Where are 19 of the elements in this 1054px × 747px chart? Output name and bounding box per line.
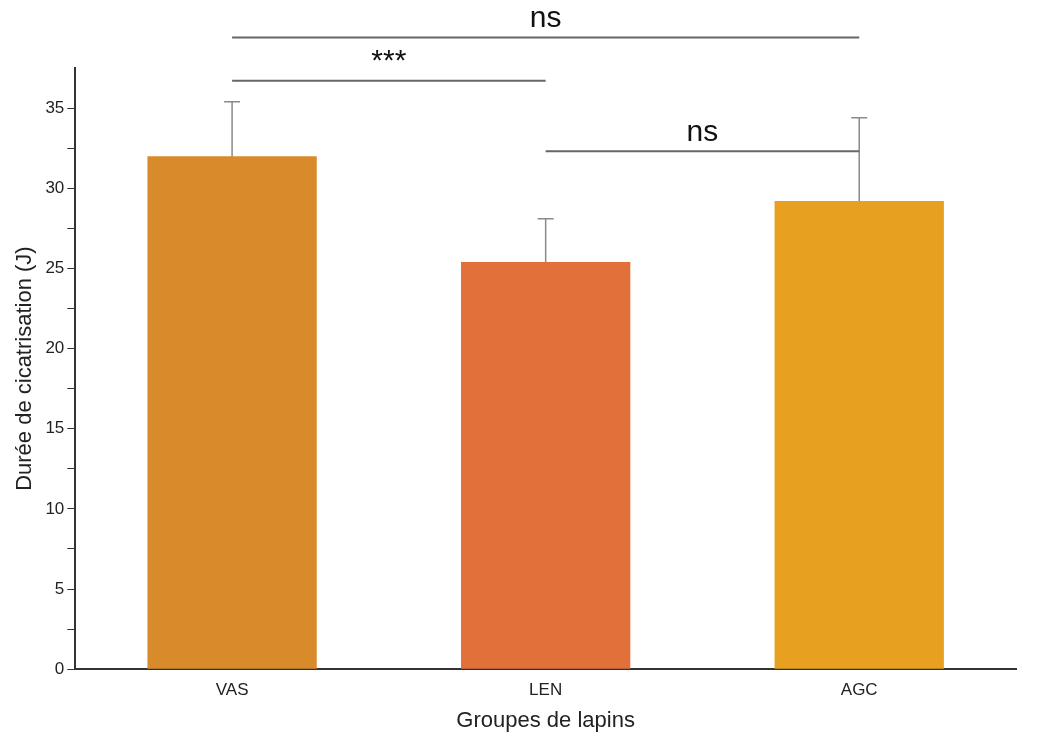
bar <box>774 201 944 669</box>
x-tick-label: AGC <box>840 680 878 700</box>
bar <box>460 261 631 669</box>
y-tick-label: 25 <box>45 258 65 278</box>
annotation: *** <box>371 43 407 77</box>
y-tick-label: 5 <box>54 578 65 598</box>
y-tick-label: 20 <box>45 338 65 358</box>
text: ns <box>529 0 562 33</box>
bar <box>147 156 317 669</box>
y-tick-label: 35 <box>45 97 65 117</box>
y-tick-label: 10 <box>45 498 65 518</box>
x-axis-title: Groupes de lapins <box>456 706 635 732</box>
y-tick-label: 30 <box>45 177 65 197</box>
y-axis-title: Durée de cicatrisation (J) <box>11 246 37 491</box>
x-tick-label: LEN <box>529 680 563 700</box>
y-tick-label: 0 <box>54 658 65 678</box>
annotation: ns <box>686 113 719 147</box>
y-tick-label: 15 <box>45 418 65 438</box>
x-tick-label: VAS <box>215 680 249 700</box>
